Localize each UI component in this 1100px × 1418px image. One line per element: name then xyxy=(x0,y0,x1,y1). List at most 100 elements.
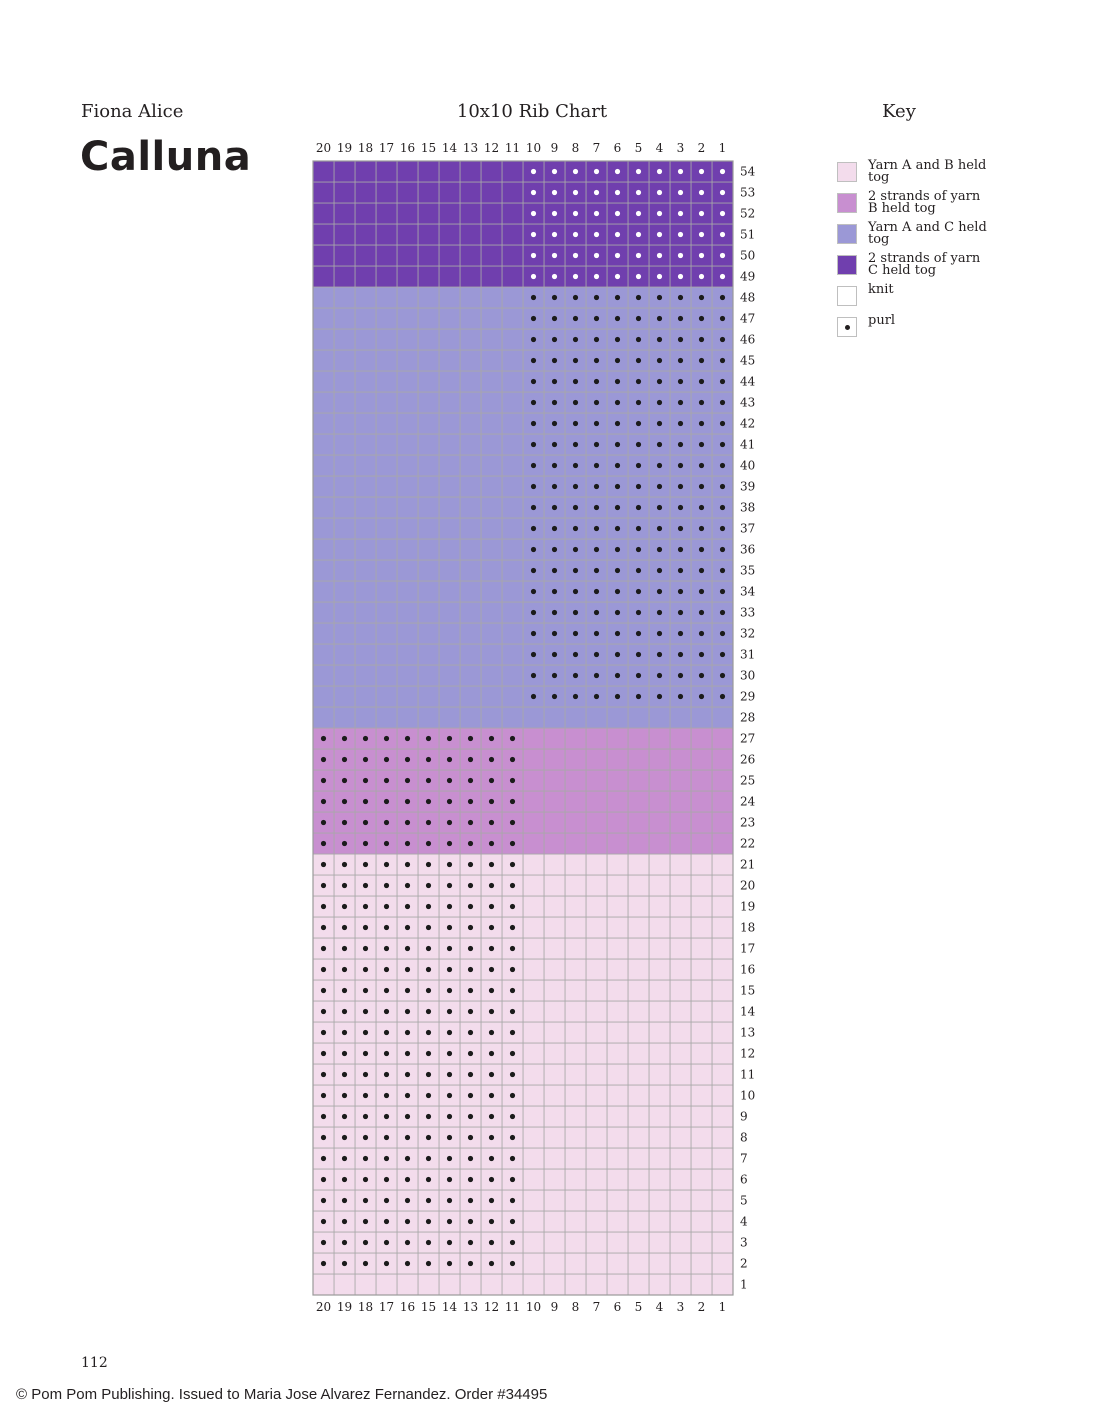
purl-dot xyxy=(593,672,600,679)
row-label: 32 xyxy=(740,627,755,641)
chart-cell xyxy=(690,937,713,960)
purl-dot xyxy=(320,1176,327,1183)
purl-dot xyxy=(551,609,558,616)
chart-cell xyxy=(564,853,587,876)
chart-cell xyxy=(711,727,734,750)
purl-dot xyxy=(488,1197,495,1204)
purl-dot xyxy=(509,1260,516,1267)
chart-cell xyxy=(501,307,524,330)
chart-cell xyxy=(564,706,587,729)
purl-dot xyxy=(635,315,642,322)
purl-dot xyxy=(467,819,474,826)
column-label: 11 xyxy=(505,1300,520,1314)
purl-dot xyxy=(572,231,579,238)
purl-dot xyxy=(446,1218,453,1225)
chart-cell xyxy=(564,1105,587,1128)
chart-cell xyxy=(312,223,335,246)
chart-cell xyxy=(417,265,440,288)
chart-cell xyxy=(627,1210,650,1233)
purl-dot xyxy=(698,588,705,595)
purl-dot xyxy=(635,168,642,175)
purl-dot xyxy=(488,819,495,826)
row-label: 35 xyxy=(740,564,755,578)
key-swatch xyxy=(837,224,857,244)
purl-dot xyxy=(467,1071,474,1078)
purl-dot xyxy=(320,1050,327,1057)
chart-cell xyxy=(627,937,650,960)
row-label: 16 xyxy=(740,963,755,977)
chart-cell xyxy=(459,559,482,582)
chart-cell xyxy=(711,1021,734,1044)
chart-cell xyxy=(480,160,503,183)
chart-cell xyxy=(375,223,398,246)
purl-dot xyxy=(677,441,684,448)
purl-dot xyxy=(551,189,558,196)
chart-cell xyxy=(396,538,419,561)
purl-dot xyxy=(488,1218,495,1225)
column-label: 15 xyxy=(421,1300,436,1314)
chart-cell xyxy=(375,685,398,708)
chart-cell xyxy=(564,1231,587,1254)
purl-dot xyxy=(677,210,684,217)
chart-cell xyxy=(627,874,650,897)
purl-dot xyxy=(677,693,684,700)
purl-dot xyxy=(614,273,621,280)
purl-dot xyxy=(362,777,369,784)
column-label: 16 xyxy=(400,1300,415,1314)
chart-cell xyxy=(312,328,335,351)
purl-dot xyxy=(719,315,726,322)
purl-dot xyxy=(698,378,705,385)
chart-cell xyxy=(606,958,629,981)
purl-dot xyxy=(635,525,642,532)
purl-dot xyxy=(593,210,600,217)
purl-dot xyxy=(614,462,621,469)
chart-cell xyxy=(354,244,377,267)
row-label: 43 xyxy=(740,396,755,410)
row-label: 27 xyxy=(740,732,755,746)
chart-cell xyxy=(564,769,587,792)
chart-cell xyxy=(438,370,461,393)
purl-dot xyxy=(446,1197,453,1204)
chart-cell xyxy=(375,1273,398,1296)
chart-cell xyxy=(690,1126,713,1149)
chart-cell xyxy=(690,790,713,813)
purl-dot xyxy=(677,315,684,322)
purl-dot xyxy=(362,1197,369,1204)
purl-dot xyxy=(425,903,432,910)
chart-cell xyxy=(711,1042,734,1065)
chart-cell xyxy=(648,1210,671,1233)
chart-cell xyxy=(606,1063,629,1086)
chart-cell xyxy=(690,1273,713,1296)
column-label: 2 xyxy=(698,1300,706,1314)
purl-dot xyxy=(677,546,684,553)
chart-cell xyxy=(312,433,335,456)
purl-dot xyxy=(530,189,537,196)
chart-cell xyxy=(522,853,545,876)
purl-dot xyxy=(320,1092,327,1099)
purl-dot xyxy=(404,735,411,742)
column-label: 14 xyxy=(442,141,458,155)
purl-dot xyxy=(572,483,579,490)
chart-cell xyxy=(669,1000,692,1023)
purl-dot xyxy=(467,840,474,847)
column-label: 4 xyxy=(656,141,664,155)
chart-cell xyxy=(480,181,503,204)
purl-dot xyxy=(509,1071,516,1078)
chart-cell xyxy=(522,1231,545,1254)
chart-cell xyxy=(501,601,524,624)
chart-cell xyxy=(417,160,440,183)
chart-cell xyxy=(396,496,419,519)
chart-cell xyxy=(396,643,419,666)
row-label: 17 xyxy=(740,942,755,956)
chart-cell xyxy=(333,454,356,477)
purl-dot xyxy=(341,1176,348,1183)
purl-dot xyxy=(593,315,600,322)
purl-dot xyxy=(404,1134,411,1141)
purl-dot xyxy=(467,903,474,910)
purl-dot xyxy=(593,189,600,196)
purl-dot xyxy=(677,189,684,196)
purl-dot xyxy=(404,1029,411,1036)
chart-cell xyxy=(606,1252,629,1275)
purl-dot xyxy=(488,1071,495,1078)
chart-cell xyxy=(354,349,377,372)
